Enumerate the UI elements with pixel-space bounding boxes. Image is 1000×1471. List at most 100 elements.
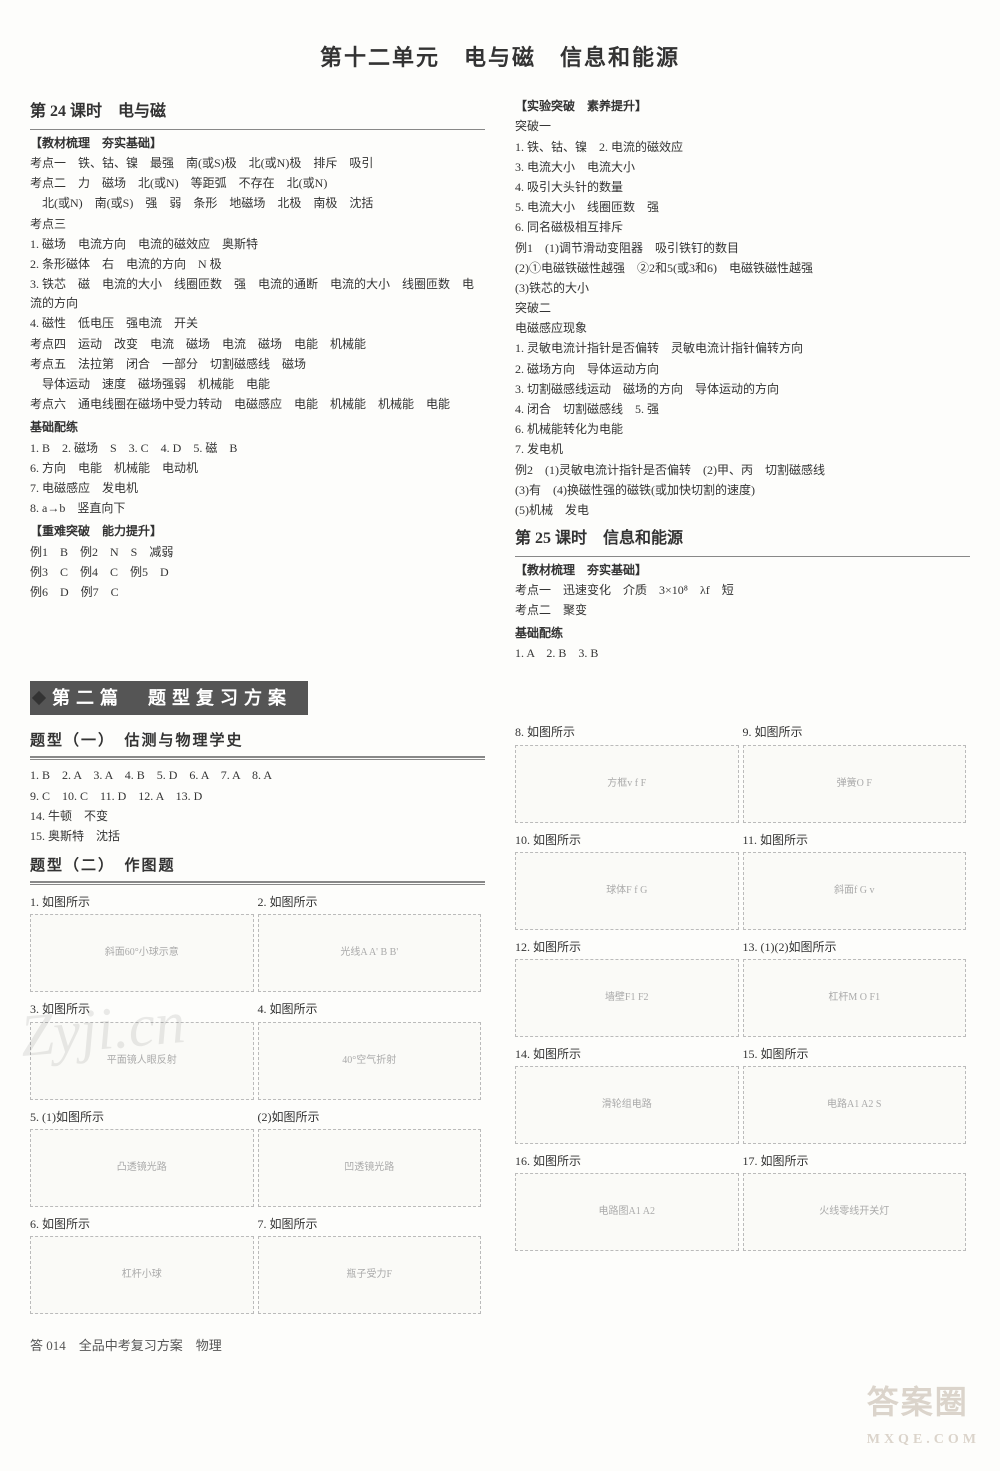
kd2a: 考点二 力 磁场 北(或N) 等距弧 不存在 北(或N) [30, 174, 485, 193]
kd3-1: 1. 磁场 电流方向 电流的磁效应 奥斯特 [30, 235, 485, 254]
left-col-2: 题型（一） 估测与物理学史 1. B 2. A 3. A 4. B 5. D 6… [30, 721, 485, 1320]
t1-1: 1. 铁、钴、镍 2. 电流的磁效应 [515, 138, 970, 157]
t2-ex2a: 例2 (1)灵敏电流计指针是否偏转 (2)甲、丙 切割磁感线 [515, 461, 970, 480]
fig-placeholder: 凸透镜光路 [30, 1129, 254, 1207]
kd2b: 北(或N) 南(或S) 强 弱 条形 地磁场 北极 南极 沈括 [30, 194, 485, 213]
right-column: 【实验突破 素养提升】 突破一 1. 铁、钴、镍 2. 电流的磁效应 3. 电流… [515, 93, 970, 664]
kd5b: 导体运动 速度 磁场强弱 机械能 电能 [30, 375, 485, 394]
right-col-2: 8. 如图所示方框v f F9. 如图所示弹簧O F10. 如图所示球体F f … [515, 721, 970, 1320]
t1-ex1b: (2)①电磁铁磁性越强 ②2和5(或3和6) 电磁铁磁性越强 [515, 259, 970, 278]
bottom-columns: Zyji.cn 题型（一） 估测与物理学史 1. B 2. A 3. A 4. … [30, 721, 970, 1320]
fig-placeholder: 火线零线开关灯 [743, 1173, 967, 1251]
fig-label: 8. 如图所示 [515, 723, 739, 742]
fig-item: 15. 如图所示电路A1 A2 S [743, 1043, 971, 1150]
fig-placeholder: 杠杆M O F1 [743, 959, 967, 1037]
t1-2: 3. 电流大小 电流大小 [515, 158, 970, 177]
fig-label: 17. 如图所示 [743, 1152, 967, 1171]
fig-label: 15. 如图所示 [743, 1045, 967, 1064]
fig-label: 7. 如图所示 [258, 1215, 482, 1234]
hard-lbl: 【重难突破 能力提升】 [30, 522, 485, 541]
l25-b1: 1. A 2. B 3. B [515, 644, 970, 663]
b3: 7. 电磁感应 发电机 [30, 479, 485, 498]
fig-placeholder: 瓶子受力F [258, 1236, 482, 1314]
t1-lbl: 突破一 [515, 117, 970, 136]
divider [30, 129, 485, 130]
t2-3: 3. 切割磁感线运动 磁场的方向 导体运动的方向 [515, 380, 970, 399]
divider [30, 756, 485, 760]
base-lbl: 基础配练 [30, 418, 485, 437]
type1-header: 题型（一） 估测与物理学史 [30, 729, 485, 753]
t2-6: 7. 发电机 [515, 440, 970, 459]
fig-item: 2. 如图所示光线A A' B B' [258, 891, 486, 998]
fig-item: 4. 如图所示 40°空气折射 [258, 998, 486, 1105]
t2-ex2b: (3)有 (4)换磁性强的磁铁(或加快切割的速度) [515, 481, 970, 500]
fig-item: 9. 如图所示弹簧O F [743, 721, 971, 828]
l25-base-lbl: 基础配练 [515, 624, 970, 643]
t1-line4: 15. 奥斯特 沈括 [30, 827, 485, 846]
l25-k2: 考点二 聚变 [515, 601, 970, 620]
h2: 例3 C 例4 C 例5 D [30, 563, 485, 582]
fig-item: 16. 如图所示电路图A1 A2 [515, 1150, 743, 1257]
fig-item: 13. (1)(2)如图所示杠杆M O F1 [743, 936, 971, 1043]
kd3-3: 3. 铁芯 磁 电流的大小 线圈匝数 强 电流的通断 电流的大小 线圈匝数 电流… [30, 275, 485, 313]
fig-item: 11. 如图所示斜面f G v [743, 829, 971, 936]
lesson25-header: 第 25 课时 信息和能源 [515, 526, 970, 552]
type2-header: 题型（二） 作图题 [30, 854, 485, 878]
fig-item: 10. 如图所示球体F f G [515, 829, 743, 936]
fig-placeholder: 墙壁F1 F2 [515, 959, 739, 1037]
fig-label: 10. 如图所示 [515, 831, 739, 850]
kd4: 考点四 运动 改变 电流 磁场 电流 磁场 电能 机械能 [30, 335, 485, 354]
divider [515, 556, 970, 557]
t1-line1: 1. B 2. A 3. A 4. B 5. D 6. A 7. A 8. A [30, 766, 485, 785]
top-columns: 第 24 课时 电与磁 【教材梳理 夯实基础】 考点一 铁、钴、镍 最强 南(或… [30, 93, 970, 664]
kd3-lbl: 考点三 [30, 215, 485, 234]
t2-1: 1. 灵敏电流计指针是否偏转 灵敏电流计指针偏转方向 [515, 339, 970, 358]
exp-lbl: 【实验突破 素养提升】 [515, 97, 970, 116]
fig-placeholder: 40°空气折射 [258, 1022, 482, 1100]
fig-placeholder: 滑轮组电路 [515, 1066, 739, 1144]
fig-label: 12. 如图所示 [515, 938, 739, 957]
l25-k1: 考点一 迅速变化 介质 3×10⁸ λf 短 [515, 581, 970, 600]
fig-label: 2. 如图所示 [258, 893, 482, 912]
b2: 6. 方向 电能 机械能 电动机 [30, 459, 485, 478]
fig-item: 6. 如图所示杠杆小球 [30, 1213, 258, 1320]
fig-item: 1. 如图所示斜面60°小球示意 [30, 891, 258, 998]
h1: 例1 B 例2 N S 减弱 [30, 543, 485, 562]
fig-placeholder: 斜面f G v [743, 852, 967, 930]
fig-label: 16. 如图所示 [515, 1152, 739, 1171]
fig-item: 17. 如图所示火线零线开关灯 [743, 1150, 971, 1257]
fig-item: 5. (1)如图所示凸透镜光路 [30, 1106, 258, 1213]
unit-title: 第十二单元 电与磁 信息和能源 [30, 40, 970, 75]
kd3-2: 2. 条形磁体 右 电流的方向 N 极 [30, 255, 485, 274]
fig-label: 9. 如图所示 [743, 723, 967, 742]
fig-label: (2)如图所示 [258, 1108, 482, 1127]
fig-placeholder: 弹簧O F [743, 745, 967, 823]
part2-banner: 第二篇 题型复习方案 [30, 681, 308, 716]
kd6: 考点六 通电线圈在磁场中受力转动 电磁感应 电能 机械能 机械能 电能 [30, 395, 485, 414]
b4: 8. a→b 竖直向下 [30, 499, 485, 518]
fig-placeholder: 电路图A1 A2 [515, 1173, 739, 1251]
fig-label: 4. 如图所示 [258, 1000, 482, 1019]
t2-sub: 电磁感应现象 [515, 319, 970, 338]
t1-ex1c: (3)铁芯的大小 [515, 279, 970, 298]
wm-mxqe: MXQE.COM [867, 1429, 980, 1451]
sec1-label: 【教材梳理 夯实基础】 [30, 134, 485, 153]
fig-placeholder: 电路A1 A2 S [743, 1066, 967, 1144]
fig-placeholder: 平面镜人眼反射 [30, 1022, 254, 1100]
fig-item: 12. 如图所示墙壁F1 F2 [515, 936, 743, 1043]
t2-5: 6. 机械能转化为电能 [515, 420, 970, 439]
watermark-corner: 答案圈 MXQE.COM [867, 1377, 980, 1451]
kd1: 考点一 铁、钴、镍 最强 南(或S)极 北(或N)极 排斥 吸引 [30, 154, 485, 173]
t1-5: 6. 同名磁极相互排斥 [515, 218, 970, 237]
fig-placeholder: 球体F f G [515, 852, 739, 930]
kd3-4: 4. 磁性 低电压 强电流 开关 [30, 314, 485, 333]
fig-placeholder: 方框v f F [515, 745, 739, 823]
fig-label: 13. (1)(2)如图所示 [743, 938, 967, 957]
fig-label: 6. 如图所示 [30, 1215, 254, 1234]
t2-lbl: 突破二 [515, 299, 970, 318]
fig-label: 1. 如图所示 [30, 893, 254, 912]
fig-item: 8. 如图所示方框v f F [515, 721, 743, 828]
t1-4: 5. 电流大小 线圈匝数 强 [515, 198, 970, 217]
t1-ex1a: 例1 (1)调节滑动变阻器 吸引铁钉的数目 [515, 239, 970, 258]
fig-label: 14. 如图所示 [515, 1045, 739, 1064]
